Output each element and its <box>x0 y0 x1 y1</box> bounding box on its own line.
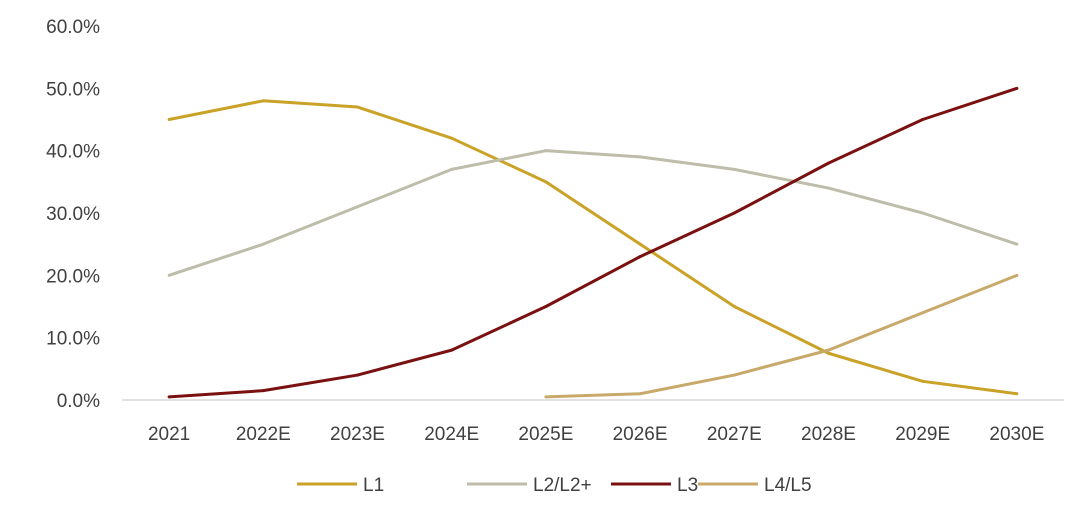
data-point <box>167 118 171 121</box>
legend: L1 L2/L2+ L3 L4/L5 <box>297 475 812 496</box>
y-tick-label: 0.0% <box>57 391 100 412</box>
data-point <box>356 105 359 109</box>
y-tick-label: 10.0% <box>46 329 100 350</box>
y-tick-label: 20.0% <box>46 266 100 287</box>
legend-label: L2/L2+ <box>533 475 592 496</box>
data-point <box>1015 392 1019 396</box>
data-point <box>638 155 642 159</box>
data-point <box>356 373 359 377</box>
data-point <box>827 186 830 190</box>
data-point <box>261 242 265 246</box>
series-line-l1 <box>168 99 1018 396</box>
x-tick-label: 2023E <box>330 424 385 445</box>
data-point <box>827 351 830 355</box>
data-point <box>261 99 265 103</box>
x-tick-label: 2024E <box>424 424 479 445</box>
data-point <box>921 379 925 383</box>
data-point <box>732 373 736 377</box>
y-axis: 0.0% 10.0% 20.0% 30.0% 40.0% 50.0% 60.0% <box>46 17 100 412</box>
data-point <box>261 389 265 393</box>
series-line-l3 <box>169 86 1018 399</box>
series-line-l4-l5 <box>545 273 1018 399</box>
data-point <box>167 273 171 277</box>
x-tick-label: 2029E <box>895 424 950 445</box>
series-lines <box>167 86 1019 399</box>
data-point <box>732 305 736 308</box>
y-tick-label: 40.0% <box>46 142 100 163</box>
data-point <box>827 161 830 165</box>
x-tick-label: 2025E <box>518 424 573 445</box>
data-point <box>544 305 548 308</box>
x-tick-label: 2026E <box>613 424 668 445</box>
data-point <box>921 311 925 315</box>
legend-label: L1 <box>363 475 384 496</box>
data-point <box>356 205 359 209</box>
x-tick-label: 2028E <box>801 424 856 445</box>
x-tick-label: 2021 <box>148 424 190 445</box>
x-tick-label: 2027E <box>707 424 762 445</box>
data-point <box>1015 242 1019 246</box>
data-point <box>921 211 925 215</box>
x-tick-label: 2030E <box>989 424 1044 445</box>
data-point <box>827 348 830 352</box>
data-point <box>1015 273 1019 277</box>
data-point <box>638 255 642 259</box>
data-point <box>450 167 454 171</box>
data-point <box>544 149 548 153</box>
y-tick-label: 30.0% <box>46 204 100 225</box>
y-tick-label: 60.0% <box>46 17 100 38</box>
data-point <box>732 167 736 171</box>
data-point <box>1015 86 1019 90</box>
data-point <box>167 395 171 399</box>
data-point <box>921 118 925 121</box>
data-point <box>450 348 454 352</box>
x-axis: 2021 2022E 2023E 2024E 2025E 2026E 2027E 2028E 2… <box>122 399 1064 445</box>
legend-label: L4/L5 <box>764 475 812 496</box>
data-point <box>544 180 548 184</box>
data-point <box>544 395 548 399</box>
data-point <box>732 211 736 215</box>
data-point <box>638 392 642 396</box>
series-line-l2-l2 <box>168 149 1018 277</box>
y-tick-label: 50.0% <box>46 79 100 100</box>
x-tick-label: 2022E <box>236 424 291 445</box>
data-point <box>638 242 642 246</box>
data-point <box>450 136 454 140</box>
legend-label: L3 <box>677 475 698 496</box>
